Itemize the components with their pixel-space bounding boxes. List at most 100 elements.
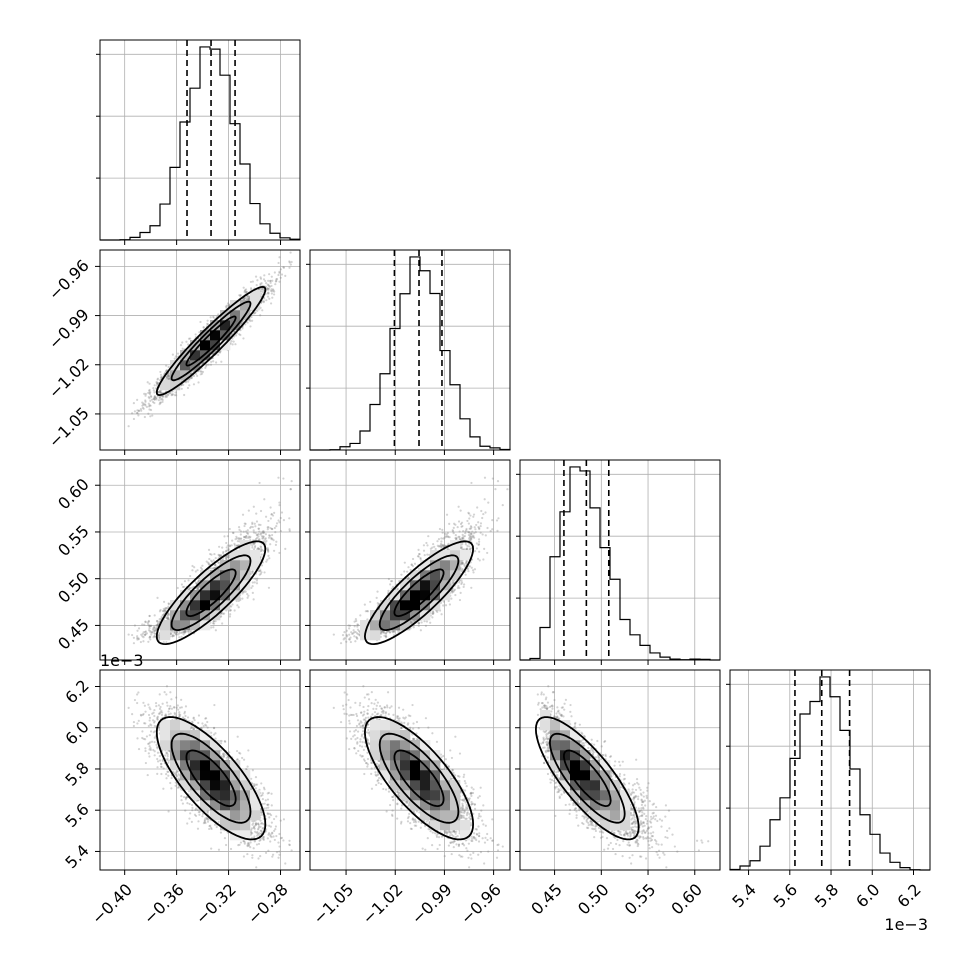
sample-point — [141, 404, 144, 407]
sample-point — [158, 390, 161, 393]
sample-point — [247, 749, 250, 752]
sample-point — [258, 834, 261, 837]
sample-point — [278, 280, 281, 283]
sample-point — [569, 703, 572, 707]
sample-point — [366, 712, 369, 715]
sample-point — [380, 630, 384, 634]
sample-point — [546, 707, 549, 710]
density-cell — [180, 740, 191, 751]
sample-point — [641, 832, 644, 835]
sample-point — [417, 622, 420, 625]
sample-point — [244, 590, 247, 593]
sample-point — [267, 284, 270, 287]
sample-point — [256, 533, 259, 536]
sample-point — [237, 538, 241, 541]
sample-point — [243, 841, 246, 844]
sample-point — [197, 721, 200, 724]
sample-point — [468, 866, 471, 869]
sample-point — [262, 835, 265, 838]
sample-point — [546, 742, 550, 745]
sample-point — [166, 755, 169, 758]
sample-point — [288, 528, 291, 531]
density-cell — [370, 620, 381, 631]
sample-point — [188, 802, 191, 806]
sample-point — [172, 634, 176, 637]
density-cell — [430, 580, 441, 591]
sample-point — [479, 786, 482, 789]
sample-point — [638, 835, 641, 838]
sample-point — [263, 571, 266, 574]
contour-line — [170, 732, 252, 824]
density-cell — [550, 760, 561, 771]
density-cell — [190, 360, 201, 371]
sample-point — [553, 715, 556, 718]
sample-point — [153, 632, 156, 635]
sample-point — [148, 719, 151, 722]
sample-point — [384, 712, 387, 715]
sample-point — [380, 632, 383, 635]
sample-point — [577, 824, 580, 827]
sample-point — [466, 548, 469, 551]
sample-point — [461, 543, 464, 546]
sample-point — [275, 851, 279, 854]
sample-point — [486, 551, 489, 555]
sample-point — [621, 855, 624, 858]
sample-point — [176, 770, 179, 774]
sample-point — [278, 832, 281, 836]
sample-point — [144, 738, 147, 741]
sample-point — [466, 849, 469, 852]
sample-point — [629, 808, 632, 811]
sample-point — [491, 477, 494, 480]
sample-point — [144, 399, 147, 402]
sample-point — [551, 774, 554, 777]
sample-point — [633, 832, 636, 835]
sample-point — [260, 282, 263, 285]
sample-point — [462, 814, 465, 817]
sample-point — [235, 599, 238, 603]
sample-point — [444, 831, 447, 834]
sample-point — [137, 414, 140, 417]
sample-point — [231, 343, 234, 346]
density-cell — [160, 620, 171, 631]
sample-point — [467, 856, 470, 859]
sample-point — [252, 783, 256, 786]
sample-point — [233, 544, 237, 547]
sample-point — [641, 821, 645, 824]
sample-point — [166, 617, 169, 620]
sample-point — [360, 721, 363, 724]
sample-point — [446, 831, 449, 834]
sample-point — [356, 637, 359, 640]
sample-point — [642, 806, 645, 809]
sample-point — [392, 630, 396, 633]
sample-point — [454, 593, 457, 597]
sample-point — [207, 363, 210, 366]
sample-point — [618, 844, 621, 847]
sample-point — [159, 608, 162, 612]
sample-point — [239, 841, 243, 844]
sample-point — [461, 567, 464, 571]
sample-point — [264, 851, 268, 854]
sample-point — [544, 738, 547, 741]
density-cell — [440, 560, 451, 571]
sample-point — [266, 803, 269, 806]
sample-point — [623, 834, 626, 837]
sample-point — [266, 287, 269, 290]
sample-point — [260, 288, 264, 291]
density-cell — [200, 790, 211, 801]
sample-point — [578, 809, 581, 812]
sample-point — [557, 709, 560, 712]
sample-point — [466, 806, 469, 809]
sample-point — [594, 829, 597, 833]
density-cell — [250, 560, 261, 571]
sample-point — [469, 792, 472, 795]
sample-point — [607, 843, 610, 847]
sample-point — [465, 560, 468, 563]
sample-point — [259, 794, 263, 797]
sample-point — [269, 289, 272, 292]
sample-point — [357, 633, 360, 636]
sample-point — [462, 844, 466, 847]
sample-point — [477, 538, 481, 541]
density-cell — [200, 340, 211, 351]
sample-point — [384, 632, 388, 635]
sample-point — [252, 785, 255, 788]
